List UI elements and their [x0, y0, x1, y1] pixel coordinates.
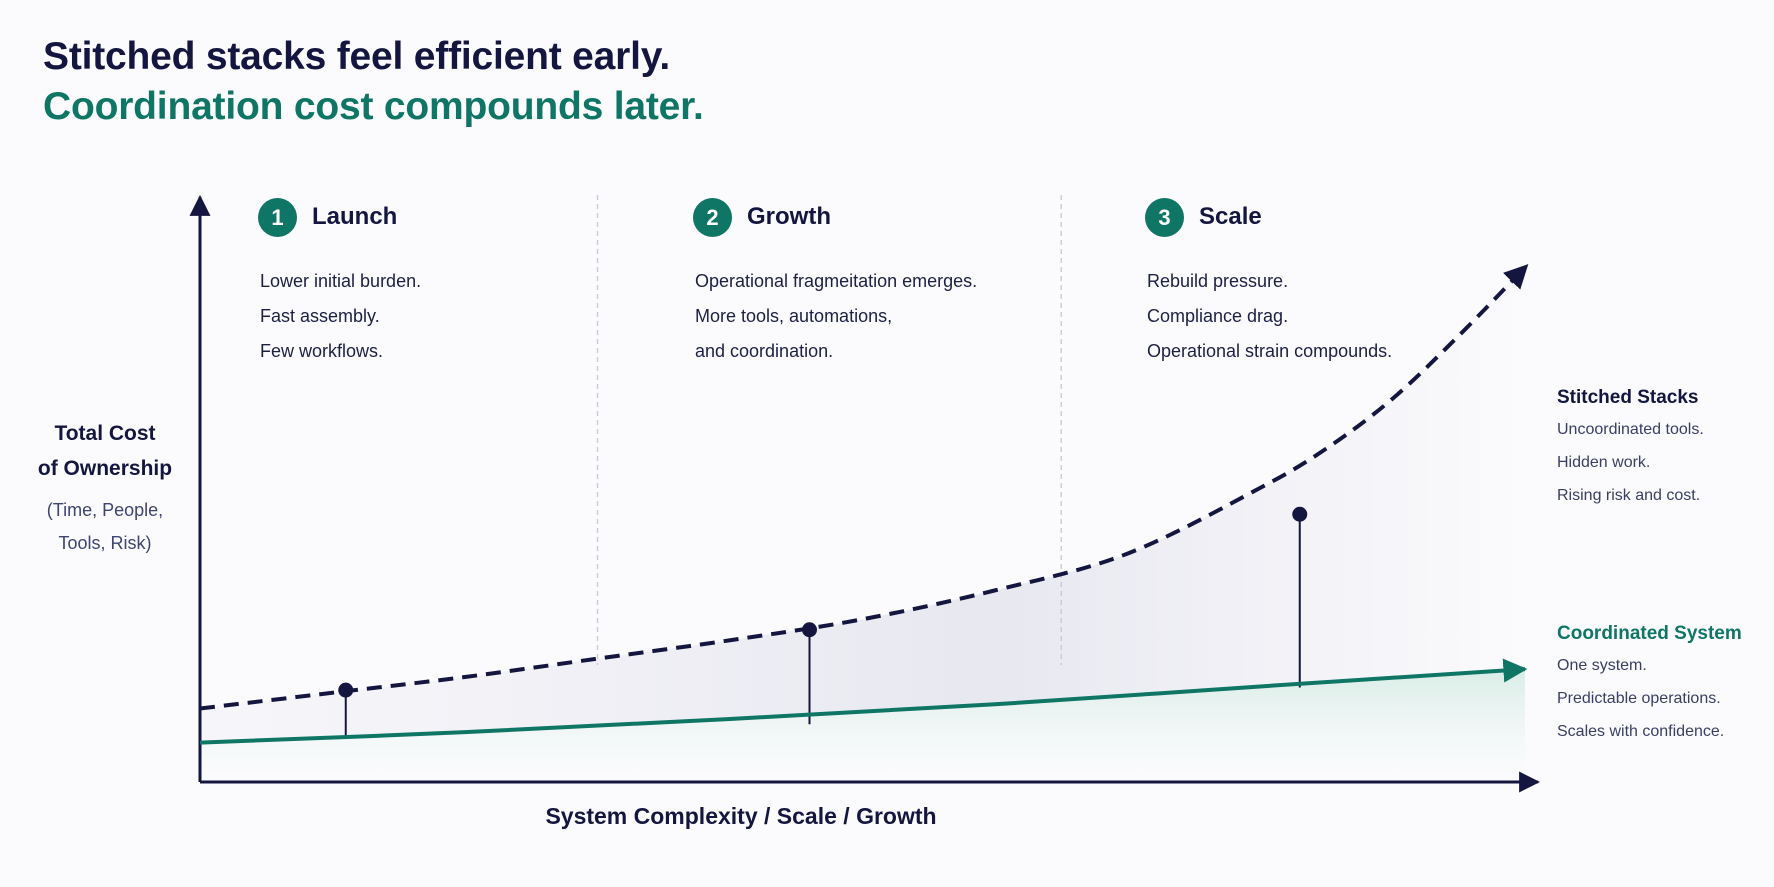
legend-description: Uncoordinated tools.	[1557, 421, 1704, 438]
legend-description: Hidden work.	[1557, 454, 1651, 471]
y-axis-subtitle-line-2: Tools, Risk)	[58, 533, 152, 553]
phase-line: Rebuild pressure.	[1147, 271, 1289, 291]
x-axis-label: System Complexity / Scale / Growth	[0, 803, 1774, 830]
phase-line: Lower initial burden.	[260, 271, 422, 291]
headline-line-1: Stitched stacks feel efficient early.	[43, 35, 670, 78]
phase-title: Growth	[747, 203, 831, 230]
phase-title: Launch	[312, 203, 398, 230]
legend-series-name: Stitched Stacks	[1557, 387, 1699, 408]
phase-line: Few workflows.	[260, 341, 384, 361]
y-axis-label: Total Cost of Ownership (Time, People, T…	[20, 416, 190, 560]
y-axis-subtitle-line-1: (Time, People,	[46, 500, 164, 520]
gap-marker-dot	[1292, 506, 1308, 522]
stitched-stacks-line	[199, 264, 1529, 711]
phase-line: Operational fragmeitation emerges.	[695, 271, 978, 291]
y-axis-title-line-2: of Ownership	[37, 457, 173, 480]
y-axis-title-line-1: Total Cost	[54, 422, 156, 445]
legend-coordinated-system: Coordinated System One system. Predictab…	[1557, 619, 1772, 748]
coordinated-area	[200, 669, 1525, 782]
legend-stitched-stacks: Stitched Stacks Uncoordinated tools. Hid…	[1557, 383, 1772, 512]
headline-line-2: Coordination cost compounds later.	[43, 85, 704, 128]
phase-line: Fast assembly.	[260, 306, 380, 326]
cost-gap-area	[200, 267, 1525, 743]
x-axis-label-text: System Complexity / Scale / Growth	[545, 803, 937, 829]
legend-description: Predictable operations.	[1557, 690, 1721, 707]
phase-number-badge: 3	[1145, 198, 1184, 237]
phase-number-badge: 2	[693, 198, 732, 237]
phase-line: Compliance drag.	[1147, 306, 1289, 326]
legend-description: Scales with confidence.	[1557, 723, 1725, 740]
coordinated-system-line	[199, 658, 1528, 745]
phase-line: and coordination.	[695, 341, 834, 361]
headline: Stitched stacks feel efficient early. Co…	[43, 32, 704, 132]
phase-line: Operational strain compounds.	[1147, 341, 1393, 361]
legend-description: Rising risk and cost.	[1557, 487, 1701, 504]
phase-title: Scale	[1199, 203, 1262, 230]
legend-description: One system.	[1557, 657, 1647, 674]
legend-series-name: Coordinated System	[1557, 623, 1742, 644]
phase-line: More tools, automations,	[695, 306, 893, 326]
phase-number-badge: 1	[258, 198, 297, 237]
